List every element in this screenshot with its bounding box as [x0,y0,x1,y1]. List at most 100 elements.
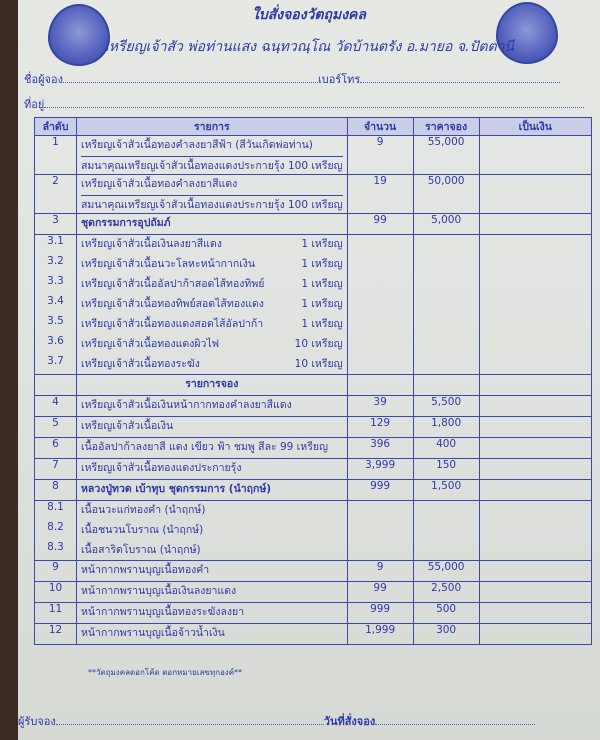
table-row: 6 เนื้ออัลปาก้าลงยาสี แดง เขียว ฟ้า ชมพู … [34,437,593,459]
item-count: 10 เหรียญ [294,337,343,350]
row-total-input[interactable] [478,416,593,438]
row-qty: 9 [346,135,414,175]
row-qty [346,234,414,255]
col-item: รายการ [76,117,348,136]
row-item: หน้ากากพรานบุญเนื้อทองคำ [76,560,348,582]
row-item: เหรียญเจ้าสัวเนื้อนวะโลหะหน้ากากเงิน 1 เห… [76,254,348,275]
row-number: 2 [34,174,77,214]
row-item: เหรียญเจ้าสัวเนื้อเงินหน้ากากทองคำลงยาสี… [76,395,348,417]
item-name: เหรียญเจ้าสัวเนื้อทองแดงผิวไฟ [81,337,220,350]
row-total-input[interactable] [478,213,593,235]
row-number: 9 [34,560,77,582]
phone-label: เบอร์โทร [317,73,361,86]
row-number: 4 [34,395,77,417]
row-qty [346,354,414,375]
row-item: หน้ากากพรานบุญเนื้อเงินลงยาแดง [76,581,348,603]
name-label: ชื่อผู้จอง [24,73,63,86]
row-price [412,354,480,375]
item-count: 1 เหรียญ [301,297,343,310]
table-row: 4 เหรียญเจ้าสัวเนื้อเงินหน้ากากทองคำลงยาส… [34,395,593,417]
row-item: เนื้ออัลปาก้าลงยาสี แดง เขียว ฟ้า ชมพู ส… [76,437,348,459]
row-item: เนื้อชนวนโบราณ (นำฤกษ์) [76,520,348,541]
item-name: หน้ากากพรานบุญเนื้อเงินลงยาแดง [81,585,237,597]
row-qty [346,314,414,335]
row-qty: 396 [346,437,414,459]
row-total-input[interactable] [478,458,593,480]
row-qty: 19 [346,174,414,214]
receiver-field[interactable]: ผู้รับจอง วันที่สั่งจอง [18,712,536,730]
row-total-input[interactable] [478,437,593,459]
row-item: เหรียญเจ้าสัวเนื้อทองแดงผิวไฟ 10 เหรียญ [76,334,348,355]
table-row: 9 หน้ากากพรานบุญเนื้อทองคำ 9 55,000 [34,560,593,582]
row-item: เหรียญเจ้าสัวเนื้อเงินลงยาสีแดง 1 เหรียญ [76,234,348,255]
table-row: 8.1 เนื้อนวะแก่ทองคำ (นำฤกษ์) [34,500,593,521]
row-total-input[interactable] [478,334,593,355]
row-price: 150 [412,458,480,480]
table-row: 1 เหรียญเจ้าสัวเนื้อทองคำลงยาสีฟ้า (สีวัน… [34,135,593,175]
row-item: เหรียญเจ้าสัวเนื้อทองคำลงยาสีฟ้า (สีวันเ… [76,135,348,175]
item-name: เนื้ออัลปาก้าลงยาสี แดง เขียว ฟ้า ชมพู ส… [81,441,328,453]
row-total-input[interactable] [478,314,593,335]
row-total-input[interactable] [478,520,593,541]
item-name: เหรียญเจ้าสัวเนื้อทองแดงสอดไส้อัลปาก้า [81,317,264,330]
address-field[interactable]: ที่อยู่ [24,95,585,113]
row-item: รายการจอง [76,374,348,396]
row-price [412,500,480,521]
row-total-input[interactable] [478,560,593,582]
row-total-input[interactable] [478,254,593,275]
coin-seal-right [496,2,558,64]
row-qty: 999 [346,479,414,501]
row-price [412,314,480,335]
row-number: 3.5 [34,314,77,335]
row-item: เหรียญเจ้าสัวเนื้อทองทิพย์สอดไส้ทองแดง 1 … [76,294,348,315]
row-total-input[interactable] [478,374,593,396]
row-item: หลวงปู่ทวด เบ้าทุบ ชุดกรรมการ (นำฤกษ์) [76,479,348,501]
col-qty: จำนวน [346,117,414,136]
footnote: **วัตถุมงคลดอกโค้ด ตอกหมายเลขทุกองค์** [88,668,243,677]
row-total-input[interactable] [478,500,593,521]
item-name: เนื้อนวะแก่ทองคำ (นำฤกษ์) [81,504,206,516]
coin-seal-left [48,4,110,66]
table-row: 3.5 เหรียญเจ้าสัวเนื้อทองแดงสอดไส้อัลปาก้… [34,314,593,335]
row-price: 400 [412,437,480,459]
row-number: 8.2 [34,520,77,541]
row-qty: 99 [346,581,414,603]
name-field[interactable]: ชื่อผู้จอง เบอร์โทร [24,70,561,88]
row-price: 2,500 [412,581,480,603]
row-price: 1,500 [412,479,480,501]
row-item: หน้ากากพรานบุญเนื้อทองระฆังลงยา [76,602,348,624]
row-price: 5,000 [412,213,480,235]
row-total-input[interactable] [478,581,593,603]
row-qty: 39 [346,395,414,417]
item-name: เหรียญเจ้าสัวเนื้อเงินลงยาสีแดง [81,238,222,250]
table-row: 2 เหรียญเจ้าสัวเนื้อทองคำลงยาสีแดง สมนาคุณ… [34,174,593,214]
row-qty [346,334,414,355]
row-price: 50,000 [412,174,480,214]
row-number: 10 [34,581,77,603]
row-price [412,540,480,561]
row-price [412,520,480,541]
row-total-input[interactable] [478,354,593,375]
row-total-input[interactable] [478,294,593,315]
order-form: ใบสั่งจองวัตถุมงคล เหรียญเจ้าสัว พ่อท่าน… [18,0,600,740]
row-total-input[interactable] [478,540,593,561]
table-row: 3.3 เหรียญเจ้าสัวเนื้ออัลปาก้าสอดไส้ทองทิ… [34,274,593,295]
row-total-input[interactable] [478,602,593,624]
row-number: 3.3 [34,274,77,295]
row-total-input[interactable] [478,623,593,645]
row-total-input[interactable] [478,395,593,417]
row-total-input[interactable] [478,274,593,295]
row-total-input[interactable] [478,135,593,175]
row-price [412,274,480,295]
row-number: 8.3 [34,540,77,561]
form-subtitle: เหรียญเจ้าสัว พ่อท่านแสง ฉนฺทวณฺโณ วัดบ้… [104,39,514,55]
row-total-input[interactable] [478,479,593,501]
item-count: 1 เหรียญ [301,257,343,270]
table-row: 8.2 เนื้อชนวนโบราณ (นำฤกษ์) [34,520,593,541]
row-item: เหรียญเจ้าสัวเนื้อทองแดงประกายรุ้ง [76,458,348,480]
row-total-input[interactable] [478,174,593,214]
table-row: 8.3 เนื้อสาริดโบราณ (นำฤกษ์) [34,540,593,561]
row-qty: 129 [346,416,414,438]
row-item: หน้ากากพรานบุญเนื้อจ้าวน้ำเงิน [76,623,348,645]
row-total-input[interactable] [478,234,593,255]
